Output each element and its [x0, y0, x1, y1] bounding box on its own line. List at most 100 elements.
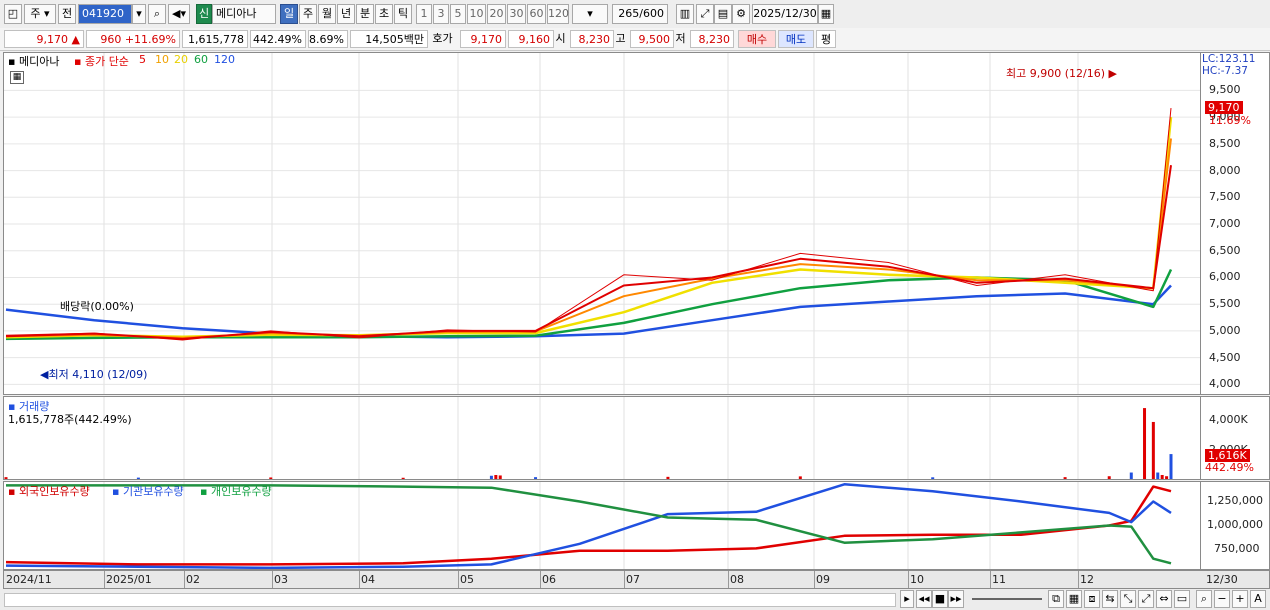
period-button[interactable]: 틱: [394, 4, 412, 24]
minute-button[interactable]: 60: [527, 4, 546, 24]
volume-title: ▪ 거래량: [8, 400, 50, 413]
x-tick-mark: [728, 571, 729, 588]
x-tick-label: 12/30: [1206, 573, 1238, 586]
dividend-annotation: 배당락(0.00%): [60, 300, 134, 313]
holdings-chart[interactable]: [4, 482, 1200, 569]
holdings-panel[interactable]: ▪ 외국인보유수량 ▪ 기관보유수량 ▪ 개인보유수량: [3, 481, 1201, 570]
stock-name[interactable]: 메디아나: [212, 4, 276, 24]
x-tick-label: 12: [1080, 573, 1094, 586]
chart-type-icon[interactable]: ▥: [676, 4, 694, 24]
x-tick-mark: [104, 571, 105, 588]
sell-button[interactable]: 매도: [778, 30, 814, 48]
hold-tick-1250000: 1,250,000: [1207, 494, 1263, 507]
zoom-in-icon[interactable]: +: [1232, 590, 1248, 608]
count-input[interactable]: 265/600: [612, 4, 668, 24]
volume-bar: [489, 475, 493, 479]
tool-icon-b[interactable]: ⇆: [1102, 590, 1118, 608]
tool-icon-c[interactable]: ⤡: [1120, 590, 1136, 608]
tool-icon-a[interactable]: ⧈: [1084, 590, 1100, 608]
period-button[interactable]: 월: [318, 4, 336, 24]
draw-tool-icon[interactable]: ⤢: [696, 4, 714, 24]
unit-dropdown[interactable]: ▾: [572, 4, 608, 24]
quote-bar: 9,170 ▲ 960 +11.69% 1,615,778 442.49% 8.…: [0, 28, 1270, 51]
buy-button[interactable]: 매수: [738, 30, 776, 48]
price-line: [5, 108, 1172, 341]
legend-foreign: ▪ 외국인보유수량: [8, 485, 90, 498]
minute-button[interactable]: 120: [547, 4, 569, 24]
zoom-out-icon[interactable]: −: [1214, 590, 1230, 608]
x-tick-mark: [184, 571, 185, 588]
current-price-tag: 9,170: [1205, 101, 1243, 114]
minute-button[interactable]: 20: [487, 4, 506, 24]
tool-icon-d[interactable]: ⤢: [1138, 590, 1154, 608]
volume-bar: [269, 477, 273, 479]
prev-button[interactable]: 전: [58, 4, 76, 24]
minute-button[interactable]: 30: [507, 4, 526, 24]
tool-icon-f[interactable]: ▭: [1174, 590, 1190, 608]
period-button[interactable]: 분: [356, 4, 374, 24]
search-icon[interactable]: ⌕: [148, 4, 166, 24]
volume-chart[interactable]: [4, 397, 1200, 479]
tool-icon-e[interactable]: ⇔: [1156, 590, 1172, 608]
panel-calendar-icon[interactable]: ▦: [10, 71, 24, 84]
volume-value: 1,615,778주(442.49%): [8, 413, 132, 426]
minute-button[interactable]: 5: [450, 4, 466, 24]
minute-button[interactable]: 10: [467, 4, 486, 24]
count-value: 265: [618, 7, 640, 20]
period-button[interactable]: 초: [375, 4, 393, 24]
price-tick: 6,000: [1209, 270, 1241, 284]
minute-button[interactable]: 1: [416, 4, 432, 24]
volume-bar: [1151, 421, 1155, 479]
legend-institution: ▪ 기관보유수량: [112, 485, 184, 498]
minute-button[interactable]: 3: [433, 4, 449, 24]
x-tick-mark: [458, 571, 459, 588]
scroll-track[interactable]: [4, 593, 896, 607]
grid-icon[interactable]: ▦: [1066, 590, 1082, 608]
code-input[interactable]: 041920: [78, 4, 132, 24]
x-tick-label: 04: [361, 573, 375, 586]
chart-menu-icon[interactable]: ◰: [4, 4, 22, 24]
period-button[interactable]: 일: [280, 4, 298, 24]
volume-bar: [1156, 472, 1160, 479]
zoom-icon[interactable]: ⌕: [1196, 590, 1212, 608]
ma120-line: [5, 284, 1172, 339]
price-panel[interactable]: ▪ 메디아나 ▪ 종가 단순 5 10 20 60 120 ▦ 배당락(0.00…: [3, 52, 1201, 395]
volume-bar: [1169, 454, 1173, 479]
price-tick: 5,000: [1209, 323, 1241, 337]
speaker-icon[interactable]: ◀︎▾: [168, 4, 190, 24]
avg-button[interactable]: 평: [816, 30, 836, 48]
volume-panel[interactable]: ▪ 거래량 1,615,778주(442.49%): [3, 396, 1201, 480]
high-annotation: 최고 9,900 (12/16) ▶: [1006, 67, 1117, 80]
current-price: 9,170 ▲: [4, 30, 84, 48]
volume-bar: [1107, 476, 1111, 479]
font-size-icon[interactable]: A: [1250, 590, 1266, 608]
turnover: 8.69%: [308, 30, 348, 48]
period-button[interactable]: 주: [299, 4, 317, 24]
date-input[interactable]: 2025/12/30: [752, 4, 818, 24]
volume-bar: [1160, 474, 1164, 479]
prev-page-button[interactable]: ◂◂: [916, 590, 932, 608]
price-tick: 8,500: [1209, 136, 1241, 150]
save-icon[interactable]: ▤: [714, 4, 732, 24]
volume-bar: [498, 475, 502, 479]
volume-bar: [666, 476, 670, 479]
calendar-icon[interactable]: ▦: [818, 4, 834, 24]
volume-bar: [1063, 477, 1067, 479]
ask-price: 9,170: [460, 30, 506, 48]
price-tick: 6,500: [1209, 243, 1241, 257]
next-page-button[interactable]: ▸▸: [948, 590, 964, 608]
price-chart[interactable]: [4, 53, 1200, 394]
market-select[interactable]: 주 ▾: [24, 4, 56, 24]
layout-icon[interactable]: ⧉: [1048, 590, 1064, 608]
scroll-right-button[interactable]: ▸: [900, 590, 914, 608]
x-tick-label: 03: [274, 573, 288, 586]
stop-button[interactable]: ■: [932, 590, 948, 608]
zoom-slider[interactable]: [972, 598, 1042, 600]
period-button[interactable]: 년: [337, 4, 355, 24]
vol-current-pct: 442.49%: [1205, 461, 1254, 474]
price-tick: 5,500: [1209, 297, 1241, 311]
hold-tick-750000: 750,000: [1214, 542, 1260, 555]
gear-icon[interactable]: ⚙: [732, 4, 750, 24]
code-dropdown-icon[interactable]: ▾: [132, 4, 146, 24]
